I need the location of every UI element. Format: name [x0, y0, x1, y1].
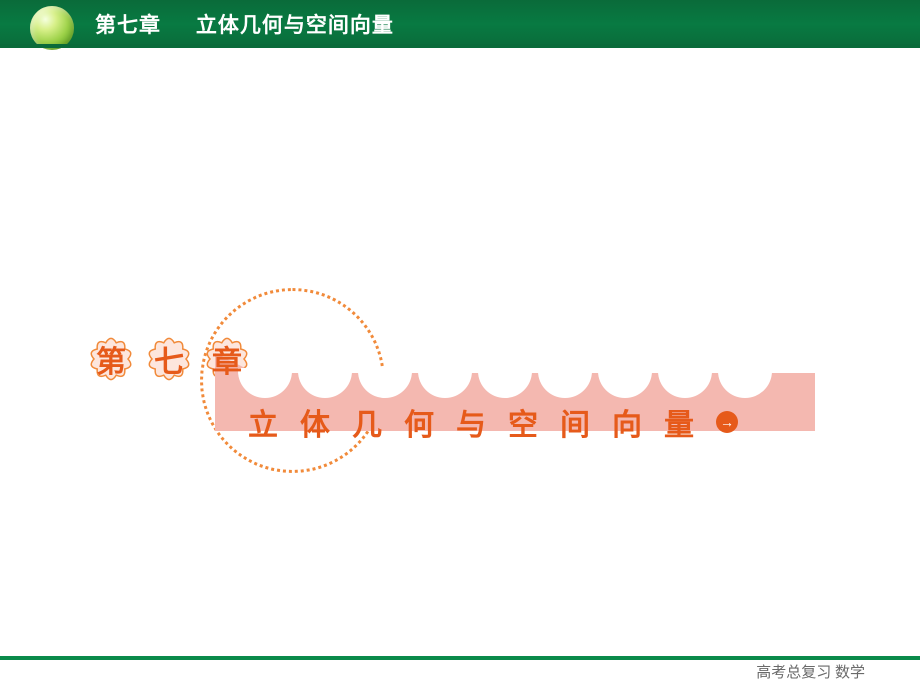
- topic-char: 量: [664, 400, 696, 444]
- header-bar: 第七章 立体几何与空间向量: [0, 0, 920, 48]
- scallop-row: [238, 368, 772, 398]
- scallop: [418, 368, 472, 398]
- flower-badge-char: 七: [143, 333, 195, 385]
- slide-body: 第七章 立体几何与空间向量 → 高考总复习 数学: [0, 48, 920, 690]
- scallop: [298, 368, 352, 398]
- topic-char: 几: [352, 400, 384, 444]
- arrow-right-icon: →: [716, 411, 738, 433]
- chapter-badge: 第七章: [85, 333, 253, 385]
- topic-text: 立体几何与空间向量 →: [248, 400, 738, 444]
- footer-text: 高考总复习 数学: [756, 661, 865, 682]
- scallop: [238, 368, 292, 398]
- footer-line: [0, 656, 920, 660]
- header-chapter-topic: 立体几何与空间向量: [196, 14, 394, 37]
- scallop: [538, 368, 592, 398]
- topic-char: 立: [248, 400, 280, 444]
- topic-char: 空: [508, 400, 540, 444]
- topic-char: 与: [456, 400, 488, 444]
- topic-char: 向: [612, 400, 644, 444]
- header-text: 第七章 立体几何与空间向量: [95, 9, 394, 39]
- topic-char: 体: [300, 400, 332, 444]
- flower-badge-char: 第: [85, 333, 137, 385]
- topic-char: 间: [560, 400, 592, 444]
- scallop: [478, 368, 532, 398]
- scallop: [598, 368, 652, 398]
- scallop: [658, 368, 712, 398]
- scallop: [358, 368, 412, 398]
- scallop: [718, 368, 772, 398]
- topic-char: 何: [404, 400, 436, 444]
- header-chapter-label: 第七章: [95, 14, 161, 37]
